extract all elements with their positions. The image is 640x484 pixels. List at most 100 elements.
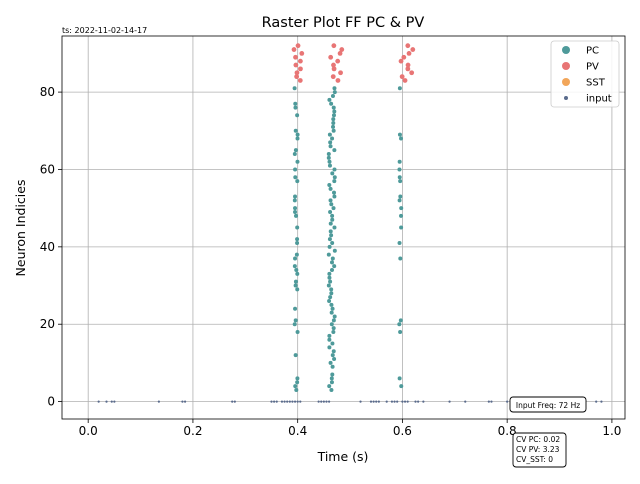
input-spike-2 bbox=[110, 400, 113, 403]
input-spike-15 bbox=[288, 400, 291, 403]
input-spike-29 bbox=[377, 400, 380, 403]
input-spike-25 bbox=[359, 400, 362, 403]
spike-pc-b2-n68 bbox=[399, 136, 404, 141]
spike-pc-b1-n57 bbox=[332, 179, 337, 184]
cv-annotation: CV PC: 0.02 CV PV: 3.23 CV_SST: 0 bbox=[512, 432, 567, 468]
spike-pv-b0-n91 bbox=[291, 47, 297, 52]
input-spike-4 bbox=[157, 400, 160, 403]
spike-pc-b2-n50 bbox=[399, 206, 404, 211]
spike-pc-b0-n81 bbox=[292, 86, 297, 91]
spike-pv-b2-n89 bbox=[401, 54, 407, 60]
input-spike-13 bbox=[283, 400, 286, 403]
spike-pc-b1-n39 bbox=[332, 248, 337, 253]
input-spike-0 bbox=[97, 400, 100, 403]
spike-pc-b2-n52 bbox=[397, 198, 402, 203]
cv-pv-text: CV PV: 3.23 bbox=[516, 445, 560, 454]
spike-pc-b1-n18 bbox=[331, 329, 336, 334]
axes-layer: 0.0 0.2 0.4 0.6 0.8 1.0 0 20 40 60 80 bbox=[40, 85, 622, 438]
spike-pc-b1-n81 bbox=[332, 86, 337, 91]
spike-pc-b0-n30 bbox=[293, 283, 298, 288]
spike-pc-b1-n52 bbox=[328, 198, 333, 203]
spike-pc-b1-n62 bbox=[327, 159, 332, 164]
x-axis-label: Time (s) bbox=[317, 449, 369, 464]
spike-pc-b2-n62 bbox=[397, 159, 402, 164]
spike-pc-b2-n53 bbox=[398, 194, 403, 199]
spike-pc-b0-n33 bbox=[295, 271, 300, 276]
spike-pc-b1-n14 bbox=[327, 345, 332, 350]
spike-pc-b1-n32 bbox=[327, 275, 332, 280]
spike-pc-b1-n15 bbox=[330, 341, 335, 346]
spike-pv-b0-n92 bbox=[295, 43, 301, 49]
spike-pc-b1-n3 bbox=[329, 387, 334, 392]
spike-pc-b1-n26 bbox=[327, 299, 332, 304]
spike-pc-b1-n25 bbox=[329, 302, 334, 307]
input-spike-17 bbox=[293, 400, 297, 403]
input-spike-43 bbox=[490, 400, 493, 403]
input-spike-40 bbox=[448, 400, 451, 403]
spike-pv-b0-n87 bbox=[293, 62, 299, 68]
spike-pc-b0-n5 bbox=[295, 380, 300, 385]
spike-pc-b0-n29 bbox=[295, 287, 300, 292]
input-spike-30 bbox=[385, 400, 388, 403]
spike-pc-b1-n59 bbox=[330, 171, 335, 176]
input-spike-1 bbox=[105, 400, 108, 403]
spike-pc-b1-n54 bbox=[332, 190, 337, 195]
legend-label-pv: PV bbox=[586, 62, 599, 73]
spike-pv-b0-n84 bbox=[294, 74, 300, 80]
legend-label-pc: PC bbox=[586, 46, 599, 57]
spike-pc-b0-n60 bbox=[293, 167, 298, 172]
legend-marker-sst bbox=[562, 78, 570, 86]
input-spike-39 bbox=[422, 400, 425, 403]
input-spike-37 bbox=[414, 400, 417, 403]
input-spike-9 bbox=[270, 400, 273, 403]
input-spike-46 bbox=[595, 400, 598, 403]
spike-pc-b0-n21 bbox=[293, 318, 298, 323]
spike-pc-b1-n30 bbox=[326, 283, 331, 288]
spike-pc-b1-n16 bbox=[327, 337, 332, 342]
y-tick-label-1: 20 bbox=[40, 317, 55, 331]
input-spike-31 bbox=[390, 400, 394, 403]
spike-pc-b2-n6 bbox=[397, 376, 402, 381]
spike-pc-b1-n34 bbox=[330, 268, 335, 273]
spike-pc-b2-n20 bbox=[397, 322, 402, 327]
spike-pc-b1-n71 bbox=[331, 124, 336, 129]
spike-pc-b1-n47 bbox=[330, 217, 335, 222]
spike-pc-b1-n53 bbox=[332, 194, 337, 199]
spike-pv-b1-n92 bbox=[331, 43, 337, 49]
y-axis-label: Neuron Indicies bbox=[13, 180, 28, 277]
plot-frame bbox=[61, 35, 626, 420]
spike-pc-b0-n37 bbox=[293, 256, 298, 261]
spike-pc-b1-n51 bbox=[329, 202, 334, 207]
spike-pc-b2-n45 bbox=[399, 225, 404, 230]
spike-pc-b0-n68 bbox=[295, 136, 300, 141]
spike-pc-b2-n48 bbox=[399, 213, 404, 218]
spike-pc-b0-n35 bbox=[292, 264, 297, 269]
y-tick-label-4: 80 bbox=[40, 85, 55, 99]
chart-title: Raster Plot FF PC & PV bbox=[262, 15, 425, 31]
input-spike-5 bbox=[181, 400, 184, 403]
input-spike-27 bbox=[372, 400, 375, 403]
spike-pc-b0-n76 bbox=[293, 105, 298, 110]
x-tick-label-0: 0.0 bbox=[79, 424, 98, 438]
spike-pv-b0-n90 bbox=[299, 51, 305, 56]
input-freq-annotation: Input Freq: 72 Hz bbox=[509, 396, 587, 413]
spike-pc-b0-n42 bbox=[295, 237, 300, 242]
input-spike-8 bbox=[233, 400, 236, 403]
input-spike-14 bbox=[286, 400, 289, 403]
spike-pv-b2-n92 bbox=[405, 43, 411, 49]
spike-pc-b0-n38 bbox=[294, 252, 299, 257]
spike-pc-b1-n37 bbox=[330, 256, 335, 261]
x-tick-label-4: 0.8 bbox=[498, 424, 517, 438]
input-spike-10 bbox=[273, 400, 276, 403]
spike-pc-b1-n80 bbox=[332, 90, 337, 95]
input-spike-34 bbox=[401, 400, 404, 403]
spike-pc-b1-n73 bbox=[331, 117, 336, 122]
spike-pc-b1-n74 bbox=[331, 113, 336, 118]
spike-pc-b0-n50 bbox=[293, 206, 298, 211]
spike-pv-b0-n86 bbox=[298, 66, 303, 72]
spike-pv-b1-n90 bbox=[337, 51, 343, 56]
spike-pc-b1-n7 bbox=[330, 372, 335, 377]
legend-marker-input bbox=[564, 96, 568, 100]
